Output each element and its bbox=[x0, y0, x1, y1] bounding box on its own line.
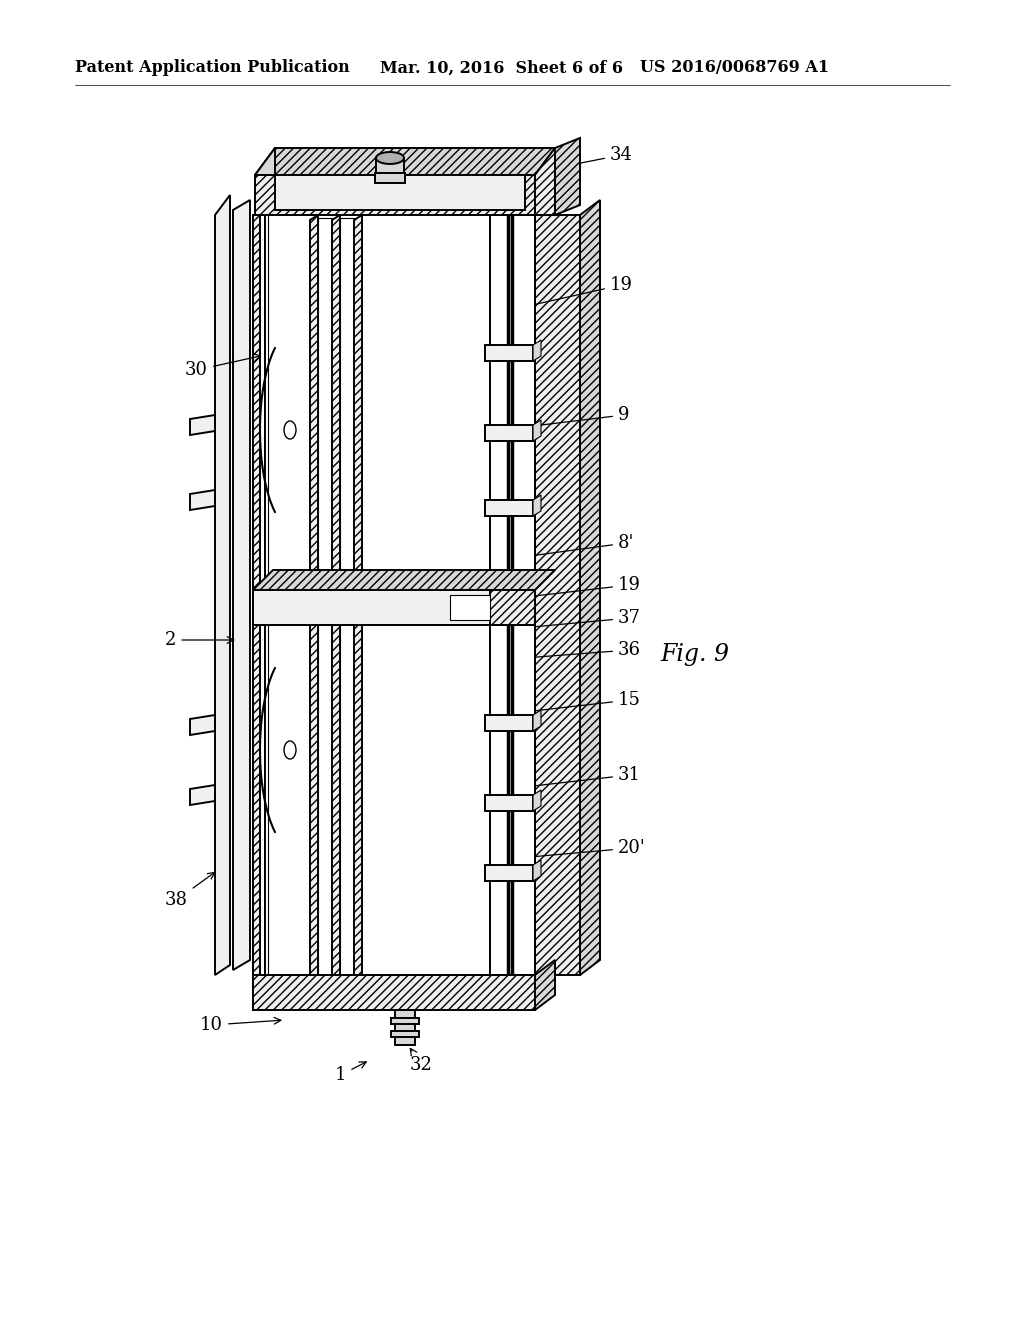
Polygon shape bbox=[215, 195, 230, 975]
Polygon shape bbox=[490, 215, 535, 975]
Polygon shape bbox=[253, 975, 535, 1010]
Text: 32: 32 bbox=[410, 1048, 433, 1074]
Polygon shape bbox=[391, 1018, 419, 1024]
Polygon shape bbox=[534, 495, 541, 516]
Text: 1: 1 bbox=[335, 1061, 367, 1084]
Polygon shape bbox=[233, 201, 250, 970]
Text: US 2016/0068769 A1: US 2016/0068769 A1 bbox=[640, 59, 829, 77]
Polygon shape bbox=[580, 201, 600, 975]
Polygon shape bbox=[253, 570, 555, 590]
Polygon shape bbox=[395, 1010, 415, 1045]
Text: Patent Application Publication: Patent Application Publication bbox=[75, 59, 350, 77]
Polygon shape bbox=[485, 865, 534, 880]
Polygon shape bbox=[275, 176, 525, 210]
Text: 20': 20' bbox=[500, 840, 646, 862]
Text: 9: 9 bbox=[504, 407, 630, 432]
Polygon shape bbox=[450, 595, 490, 620]
Polygon shape bbox=[310, 215, 318, 979]
Text: 36: 36 bbox=[502, 642, 641, 663]
Text: 34: 34 bbox=[549, 147, 633, 172]
Polygon shape bbox=[340, 218, 354, 978]
Polygon shape bbox=[485, 715, 534, 731]
Polygon shape bbox=[535, 215, 580, 975]
Text: 19: 19 bbox=[514, 276, 633, 312]
Polygon shape bbox=[190, 785, 215, 805]
Text: 8': 8' bbox=[504, 535, 635, 562]
Polygon shape bbox=[534, 861, 541, 880]
Polygon shape bbox=[375, 173, 406, 183]
Ellipse shape bbox=[376, 152, 404, 164]
Polygon shape bbox=[534, 789, 541, 810]
Polygon shape bbox=[534, 710, 541, 731]
Text: 19: 19 bbox=[504, 576, 641, 602]
Polygon shape bbox=[535, 960, 555, 1010]
Ellipse shape bbox=[284, 421, 296, 440]
Text: 30: 30 bbox=[185, 354, 261, 379]
Polygon shape bbox=[534, 341, 541, 360]
Text: 2: 2 bbox=[165, 631, 233, 649]
Polygon shape bbox=[190, 490, 215, 510]
Polygon shape bbox=[485, 795, 534, 810]
Polygon shape bbox=[260, 210, 265, 979]
Polygon shape bbox=[354, 215, 362, 979]
Text: 31: 31 bbox=[502, 766, 641, 792]
Polygon shape bbox=[534, 420, 541, 441]
Polygon shape bbox=[376, 158, 404, 173]
Text: 38: 38 bbox=[165, 873, 215, 909]
Polygon shape bbox=[318, 218, 332, 978]
Text: 37: 37 bbox=[504, 609, 641, 632]
Polygon shape bbox=[255, 148, 555, 176]
Text: Fig. 9: Fig. 9 bbox=[660, 644, 729, 667]
Polygon shape bbox=[253, 590, 535, 624]
Polygon shape bbox=[253, 215, 260, 975]
Text: Mar. 10, 2016  Sheet 6 of 6: Mar. 10, 2016 Sheet 6 of 6 bbox=[380, 59, 623, 77]
Polygon shape bbox=[485, 345, 534, 360]
Polygon shape bbox=[255, 148, 275, 176]
Text: 10: 10 bbox=[200, 1016, 281, 1034]
Polygon shape bbox=[190, 715, 215, 735]
Polygon shape bbox=[485, 425, 534, 441]
Text: 15: 15 bbox=[502, 690, 641, 717]
Polygon shape bbox=[190, 414, 215, 436]
Polygon shape bbox=[535, 148, 555, 215]
Polygon shape bbox=[391, 1031, 419, 1038]
Polygon shape bbox=[255, 176, 535, 215]
Polygon shape bbox=[485, 500, 534, 516]
Polygon shape bbox=[332, 215, 340, 979]
Polygon shape bbox=[490, 590, 535, 624]
Ellipse shape bbox=[284, 741, 296, 759]
Polygon shape bbox=[555, 139, 580, 215]
